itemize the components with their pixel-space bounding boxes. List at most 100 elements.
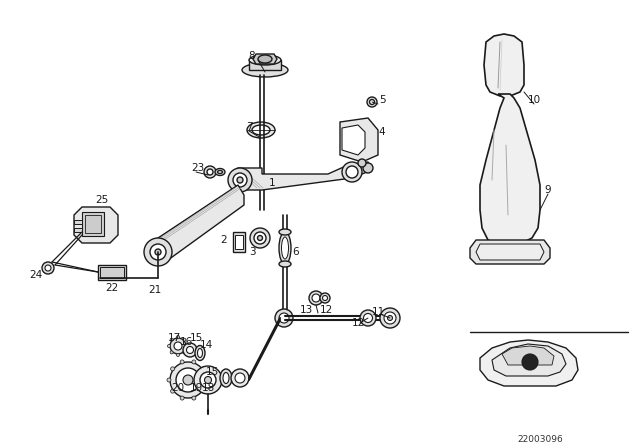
Text: 3: 3 xyxy=(249,247,255,257)
Circle shape xyxy=(250,228,270,248)
Circle shape xyxy=(194,366,222,394)
Circle shape xyxy=(257,236,262,241)
Circle shape xyxy=(200,372,216,388)
Circle shape xyxy=(364,314,372,323)
Circle shape xyxy=(363,163,373,173)
Text: 20: 20 xyxy=(172,383,184,393)
Circle shape xyxy=(186,345,189,348)
Ellipse shape xyxy=(279,261,291,267)
Polygon shape xyxy=(492,344,566,376)
Ellipse shape xyxy=(279,232,291,264)
Circle shape xyxy=(42,262,54,274)
Circle shape xyxy=(237,177,243,183)
Ellipse shape xyxy=(247,122,275,138)
Text: 23: 23 xyxy=(191,163,205,173)
Text: 12: 12 xyxy=(351,318,365,328)
Bar xyxy=(82,212,104,236)
Circle shape xyxy=(367,97,377,107)
Ellipse shape xyxy=(279,229,291,235)
Ellipse shape xyxy=(218,171,223,173)
Ellipse shape xyxy=(215,168,225,176)
Ellipse shape xyxy=(195,345,205,361)
Circle shape xyxy=(323,296,328,301)
Text: 13: 13 xyxy=(300,305,312,315)
Circle shape xyxy=(170,338,173,341)
Circle shape xyxy=(186,346,193,353)
Circle shape xyxy=(384,312,396,324)
Circle shape xyxy=(202,389,205,393)
Circle shape xyxy=(150,244,166,260)
Circle shape xyxy=(204,166,216,178)
Bar xyxy=(74,228,82,232)
Circle shape xyxy=(279,313,289,323)
Text: 2: 2 xyxy=(221,235,227,245)
Text: 14: 14 xyxy=(200,340,212,350)
Circle shape xyxy=(192,396,196,400)
Circle shape xyxy=(309,291,323,305)
Text: 25: 25 xyxy=(95,195,109,205)
Polygon shape xyxy=(470,240,550,264)
Polygon shape xyxy=(484,34,524,96)
Text: 24: 24 xyxy=(29,270,43,280)
Polygon shape xyxy=(480,94,540,246)
Bar xyxy=(74,220,82,224)
Circle shape xyxy=(320,293,330,303)
Polygon shape xyxy=(476,244,544,260)
Circle shape xyxy=(170,338,186,354)
Circle shape xyxy=(522,354,538,370)
Bar xyxy=(235,235,243,249)
Polygon shape xyxy=(253,54,277,64)
Text: 17: 17 xyxy=(168,333,180,343)
Circle shape xyxy=(171,389,175,393)
Polygon shape xyxy=(502,346,554,365)
Ellipse shape xyxy=(258,55,272,63)
Circle shape xyxy=(183,375,193,385)
Ellipse shape xyxy=(220,369,232,387)
Text: 8: 8 xyxy=(249,51,255,61)
Text: 1: 1 xyxy=(269,178,275,188)
Circle shape xyxy=(167,378,171,382)
Circle shape xyxy=(180,360,184,364)
Ellipse shape xyxy=(252,125,270,135)
Circle shape xyxy=(180,396,184,400)
Circle shape xyxy=(155,249,161,255)
Polygon shape xyxy=(152,185,244,260)
Polygon shape xyxy=(340,118,378,162)
Circle shape xyxy=(170,351,173,354)
Text: 10: 10 xyxy=(527,95,541,105)
Circle shape xyxy=(183,351,186,354)
Circle shape xyxy=(207,169,213,175)
Circle shape xyxy=(312,294,320,302)
Bar xyxy=(233,232,245,252)
Text: 19: 19 xyxy=(189,383,203,393)
Text: 12: 12 xyxy=(319,305,333,315)
Circle shape xyxy=(174,342,182,350)
Text: 15: 15 xyxy=(205,367,219,377)
Text: 11: 11 xyxy=(371,307,385,317)
Circle shape xyxy=(235,373,245,383)
Polygon shape xyxy=(342,125,365,155)
Polygon shape xyxy=(74,207,118,243)
Circle shape xyxy=(183,343,197,357)
Circle shape xyxy=(168,345,170,348)
Ellipse shape xyxy=(198,349,202,358)
Circle shape xyxy=(45,265,51,271)
Text: 4: 4 xyxy=(379,127,385,137)
Circle shape xyxy=(171,367,175,371)
Text: 22: 22 xyxy=(106,283,118,293)
Circle shape xyxy=(358,159,366,167)
Circle shape xyxy=(170,362,206,398)
Circle shape xyxy=(177,336,179,339)
Circle shape xyxy=(192,360,196,364)
Circle shape xyxy=(205,378,209,382)
Text: 9: 9 xyxy=(545,185,551,195)
Circle shape xyxy=(275,309,293,327)
Polygon shape xyxy=(232,162,372,190)
Text: 21: 21 xyxy=(148,285,162,295)
Ellipse shape xyxy=(282,237,289,259)
Text: 22003096: 22003096 xyxy=(517,435,563,444)
Text: 16: 16 xyxy=(179,337,193,347)
Circle shape xyxy=(205,376,211,383)
Ellipse shape xyxy=(249,55,281,65)
Circle shape xyxy=(380,308,400,328)
